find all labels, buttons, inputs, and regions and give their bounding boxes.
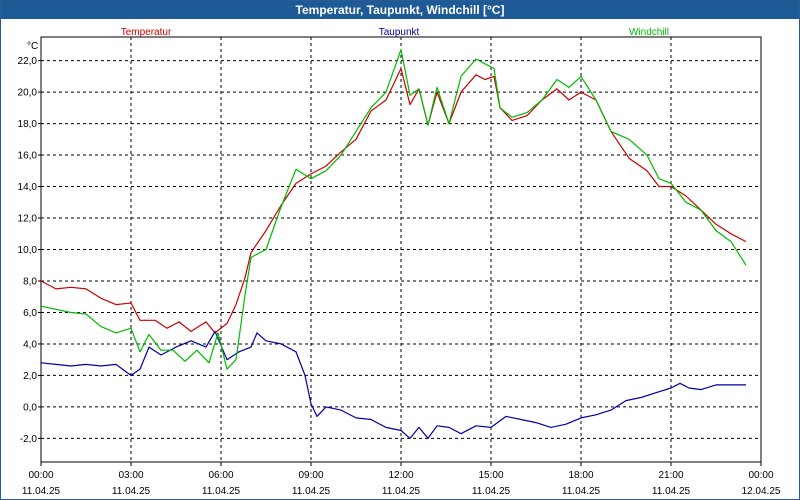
- x-tick-date-label: 11.04.25: [472, 486, 511, 497]
- y-tick-label: 0,0: [23, 402, 37, 413]
- series-line-windchill: [40, 48, 747, 370]
- x-tick-date-label: 11.04.25: [202, 486, 241, 497]
- x-tick-time-label: 12:00: [388, 470, 413, 481]
- y-tick-label: 14,0: [18, 182, 38, 193]
- series-line-taupunkt: [40, 330, 746, 439]
- x-tick-date-label: 11.04.25: [652, 486, 691, 497]
- x-tick-time-label: 09:00: [298, 470, 323, 481]
- x-tick-time-label: 15:00: [478, 470, 503, 481]
- x-tick-date-label: 11.04.25: [22, 486, 61, 497]
- x-tick-date-label: 11.04.25: [562, 486, 601, 497]
- x-tick-time-label: 21:00: [658, 470, 683, 481]
- y-tick-label: 22,0: [18, 56, 38, 67]
- legend-taupunkt: Taupunkt: [379, 27, 420, 38]
- x-tick-time-label: 00:00: [748, 470, 773, 481]
- y-tick-label: 4,0: [23, 339, 37, 350]
- x-tick-time-label: 03:00: [118, 470, 143, 481]
- x-tick-date-label: 11.04.25: [292, 486, 331, 497]
- y-tick-label: 2,0: [23, 371, 37, 382]
- x-tick-date-label: 12.04.25: [742, 486, 781, 497]
- y-tick-label: 18,0: [18, 119, 38, 130]
- y-tick-label: -2,0: [20, 434, 38, 445]
- y-tick-label: 16,0: [18, 151, 38, 162]
- legend-temperatur: Temperatur: [121, 27, 172, 38]
- y-tick-label: 6,0: [23, 308, 37, 319]
- x-tick-date-label: 11.04.25: [112, 486, 151, 497]
- x-tick-date-label: 11.04.25: [382, 486, 421, 497]
- chart-title: Temperatur, Taupunkt, Windchill [°C]: [1, 1, 799, 19]
- y-tick-label: 8,0: [23, 276, 37, 287]
- legend-windchill: Windchill: [629, 27, 669, 38]
- x-tick-time-label: 00:00: [28, 470, 53, 481]
- x-tick-time-label: 18:00: [568, 470, 593, 481]
- y-unit-label: °C: [27, 41, 38, 52]
- y-tick-label: 10,0: [18, 245, 38, 256]
- y-tick-label: 20,0: [18, 88, 38, 99]
- y-tick-label: 12,0: [18, 214, 38, 225]
- x-tick-time-label: 06:00: [208, 470, 233, 481]
